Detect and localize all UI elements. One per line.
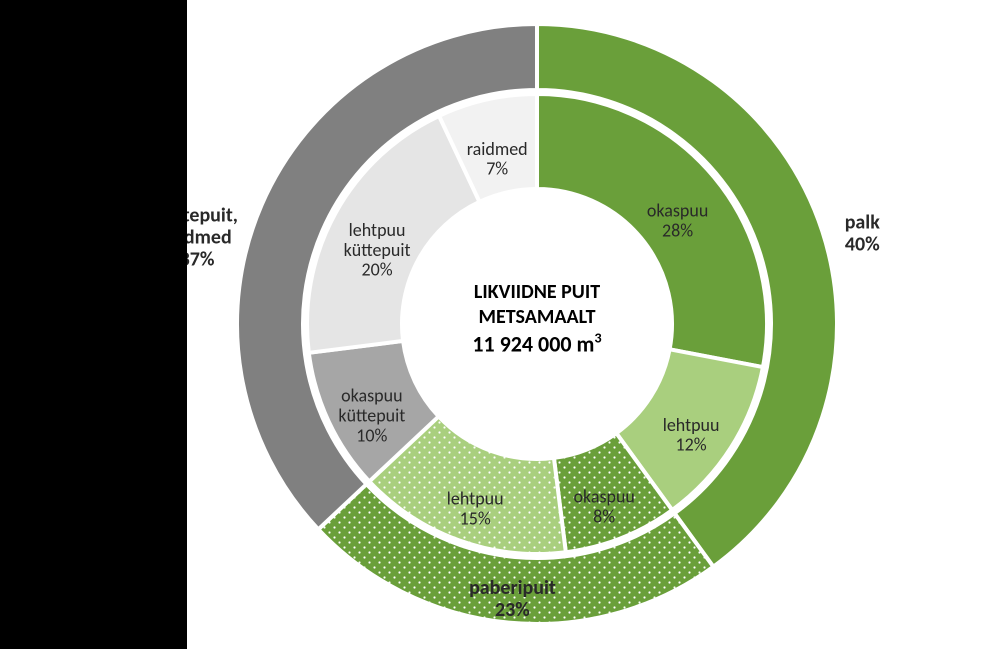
outer-label-palk: palk40% [845,210,881,256]
center-title: LIKVIIDNE PUITMETSAMAALT11 924 000 m3 [472,280,601,358]
chart-container: okaspuu28%lehtpuu12%okaspuu8%lehtpuu15%o… [187,0,1007,649]
outer-label-kuttepuit: küttepuit,raidmed37% [187,204,238,272]
sunburst-chart: okaspuu28%lehtpuu12%okaspuu8%lehtpuu15%o… [187,0,1007,649]
